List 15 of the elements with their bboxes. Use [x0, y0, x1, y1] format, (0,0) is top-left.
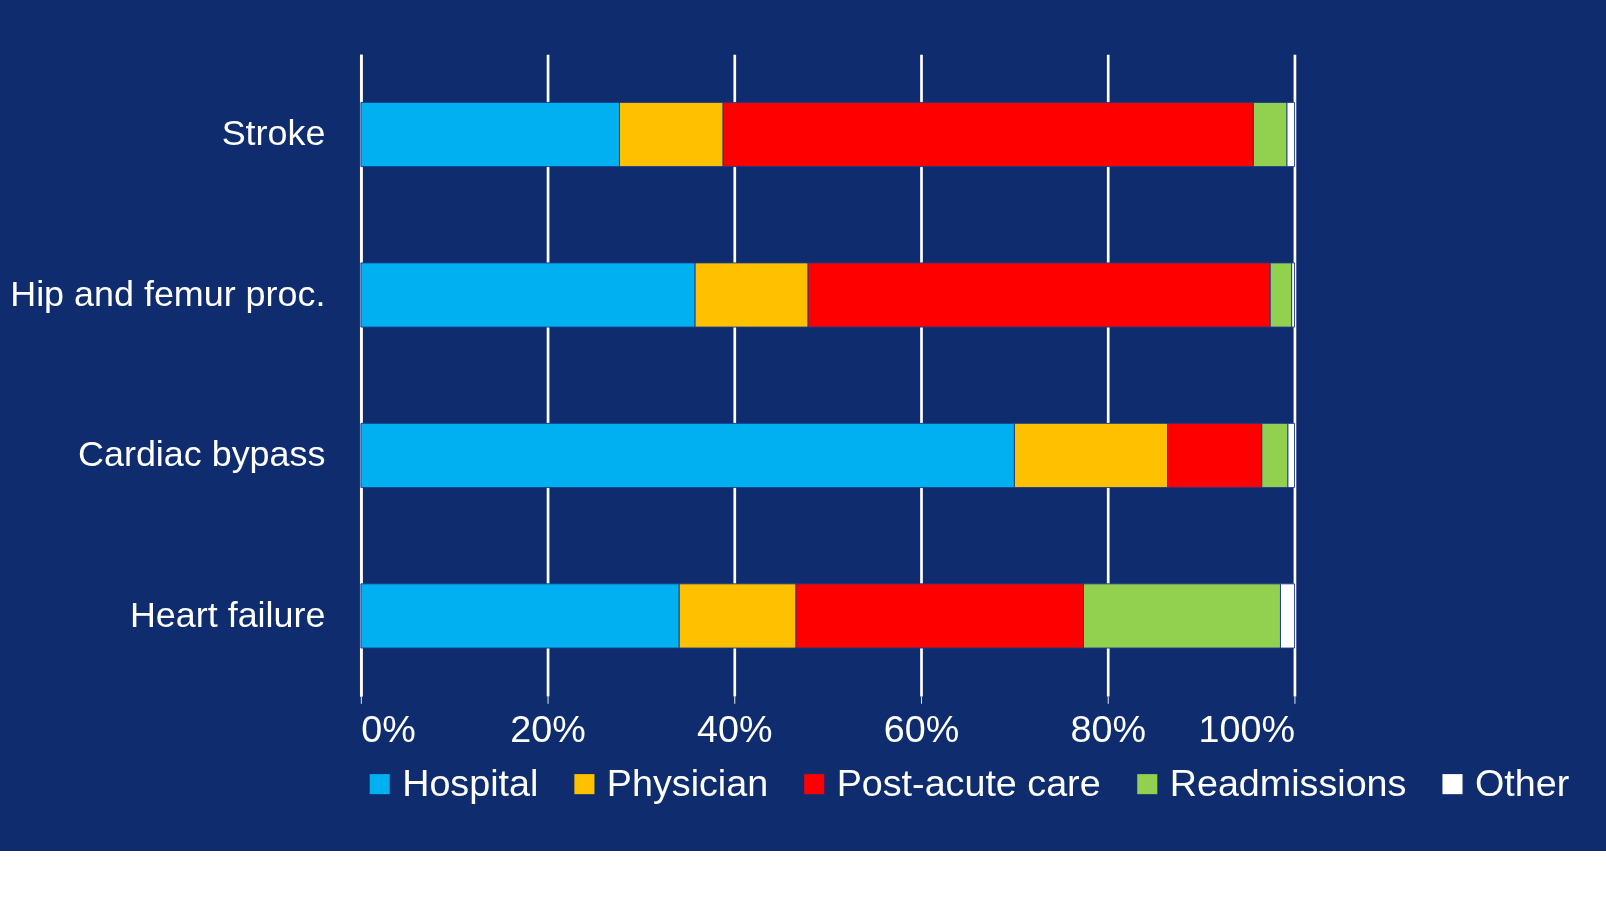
legend-label: Other — [1474, 761, 1570, 804]
x-tick-label: 40% — [697, 708, 773, 751]
x-tick-label: 100% — [1198, 708, 1295, 751]
legend-label: Physician — [606, 761, 769, 804]
y-tick-label: Heart failure — [129, 594, 326, 635]
x-tick-label: 0% — [361, 708, 416, 751]
legend-label: Readmissions — [1169, 761, 1407, 804]
y-tick-label: Cardiac bypass — [78, 434, 326, 475]
legend-label: Post-acute care — [836, 761, 1101, 804]
legend-label: Hospital — [402, 761, 539, 804]
y-tick-label: Stroke — [221, 113, 326, 154]
x-tick-label: 80% — [1070, 708, 1146, 751]
x-tick-label: 20% — [510, 708, 586, 751]
x-tick-label: 60% — [883, 708, 960, 751]
y-tick-label: Hip and femur proc. — [10, 273, 326, 314]
